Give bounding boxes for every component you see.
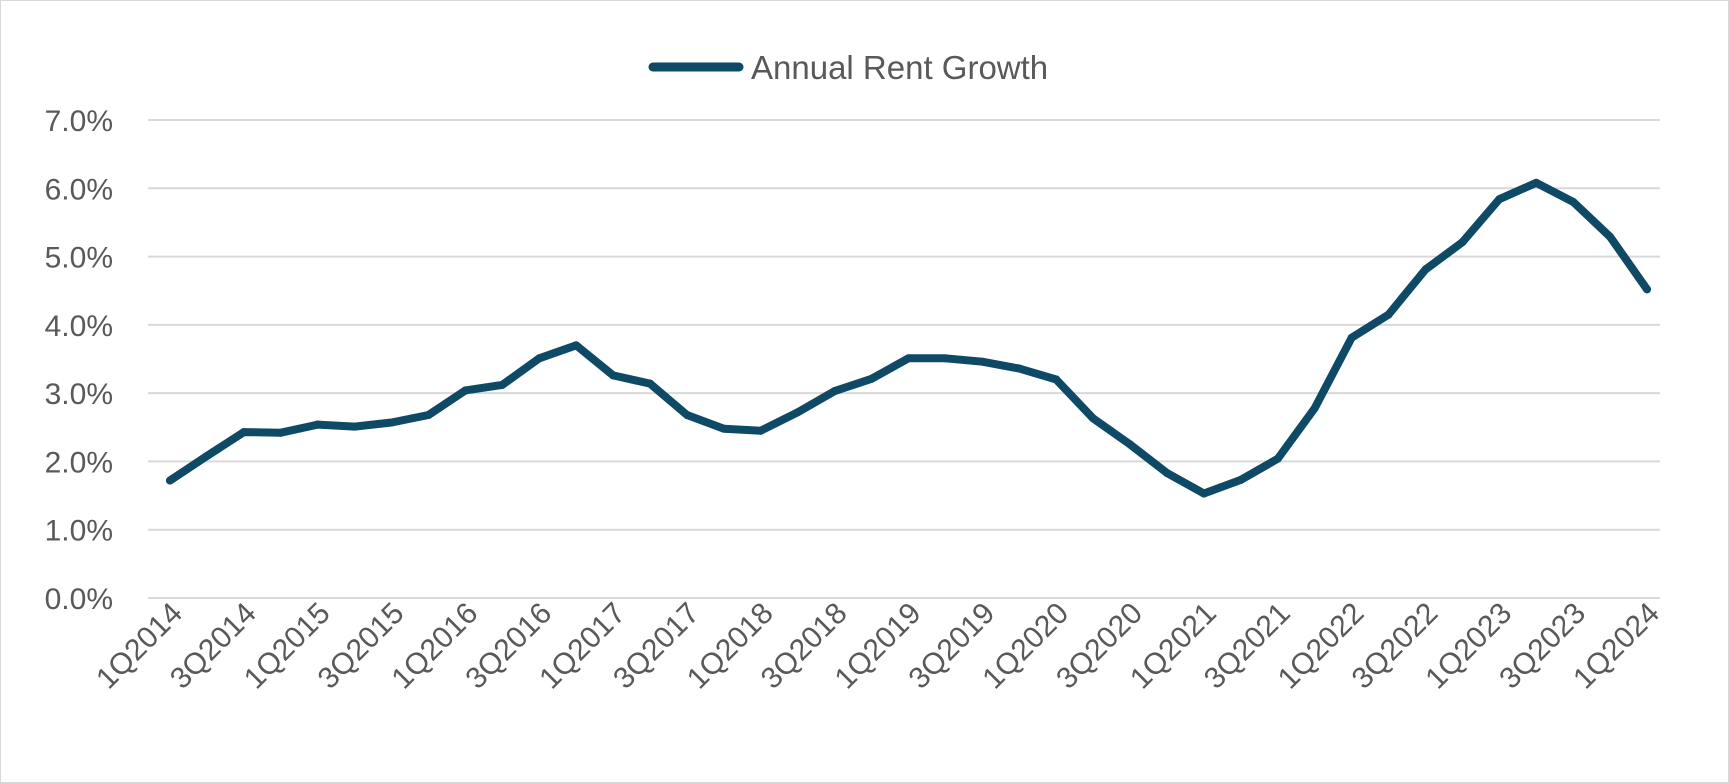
data-point bbox=[682, 410, 691, 419]
data-point bbox=[1236, 475, 1245, 484]
data-point bbox=[1310, 404, 1319, 413]
data-point bbox=[572, 341, 581, 350]
data-point bbox=[941, 354, 950, 363]
data-point bbox=[166, 476, 174, 485]
data-point bbox=[313, 420, 322, 429]
y-tick-label: 6.0% bbox=[45, 173, 113, 206]
y-axis: 0.0% 1.0% 2.0% 3.0% 4.0% 5.0% 6.0% 7.0% bbox=[45, 105, 113, 616]
data-point bbox=[276, 428, 285, 437]
y-tick-label: 1.0% bbox=[45, 515, 113, 548]
data-point bbox=[1421, 265, 1430, 274]
data-point bbox=[202, 451, 211, 460]
legend-label: Annual Rent Growth bbox=[751, 49, 1048, 86]
series-layer bbox=[166, 178, 1651, 498]
data-point bbox=[239, 428, 248, 437]
data-point bbox=[1199, 489, 1208, 498]
data-point bbox=[1384, 310, 1393, 319]
data-point bbox=[1015, 364, 1024, 373]
data-point bbox=[1606, 232, 1615, 241]
data-point bbox=[1052, 375, 1061, 384]
data-point bbox=[756, 426, 765, 435]
data-point bbox=[646, 379, 655, 388]
data-point bbox=[830, 387, 839, 396]
legend: Annual Rent Growth bbox=[648, 49, 1048, 86]
data-point bbox=[1458, 238, 1467, 247]
y-tick-label: 2.0% bbox=[45, 446, 113, 479]
data-point bbox=[461, 386, 470, 395]
gridlines bbox=[148, 119, 1660, 599]
data-point bbox=[387, 418, 396, 427]
data-point bbox=[1126, 440, 1135, 449]
data-point bbox=[1273, 454, 1282, 463]
data-point bbox=[719, 424, 728, 433]
data-point bbox=[350, 422, 359, 431]
data-point bbox=[1532, 178, 1541, 187]
data-point bbox=[1162, 469, 1171, 478]
y-tick-label: 7.0% bbox=[45, 105, 113, 138]
data-point bbox=[793, 408, 802, 417]
data-point bbox=[1643, 285, 1651, 294]
y-tick-label: 0.0% bbox=[45, 583, 113, 616]
data-point bbox=[424, 410, 433, 419]
x-axis: 1Q20143Q20141Q20153Q20151Q20163Q20161Q20… bbox=[90, 597, 1666, 696]
y-tick-label: 4.0% bbox=[45, 310, 113, 343]
data-point bbox=[904, 354, 913, 363]
data-point bbox=[609, 371, 618, 380]
data-point bbox=[1089, 414, 1098, 423]
data-point bbox=[867, 374, 876, 383]
data-point bbox=[498, 380, 507, 389]
data-point bbox=[1569, 197, 1578, 206]
data-point bbox=[535, 354, 544, 363]
data-point bbox=[1495, 195, 1504, 204]
y-tick-label: 5.0% bbox=[45, 242, 113, 275]
data-point bbox=[978, 357, 987, 366]
series-line bbox=[166, 178, 1651, 498]
data-point bbox=[1347, 333, 1356, 342]
y-tick-label: 3.0% bbox=[45, 378, 113, 411]
